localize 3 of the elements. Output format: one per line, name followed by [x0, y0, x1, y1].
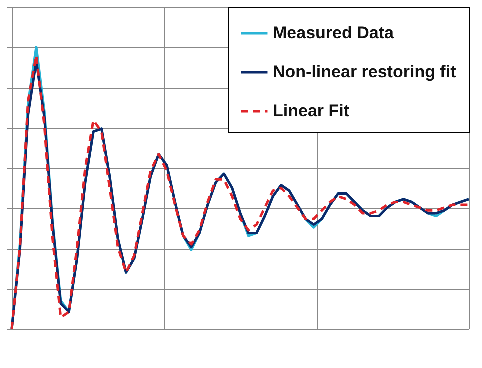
legend-label: Linear Fit: [273, 102, 350, 120]
legend-label: Non-linear restoring fit: [273, 62, 457, 82]
legend-label: Measured Data: [273, 24, 394, 42]
